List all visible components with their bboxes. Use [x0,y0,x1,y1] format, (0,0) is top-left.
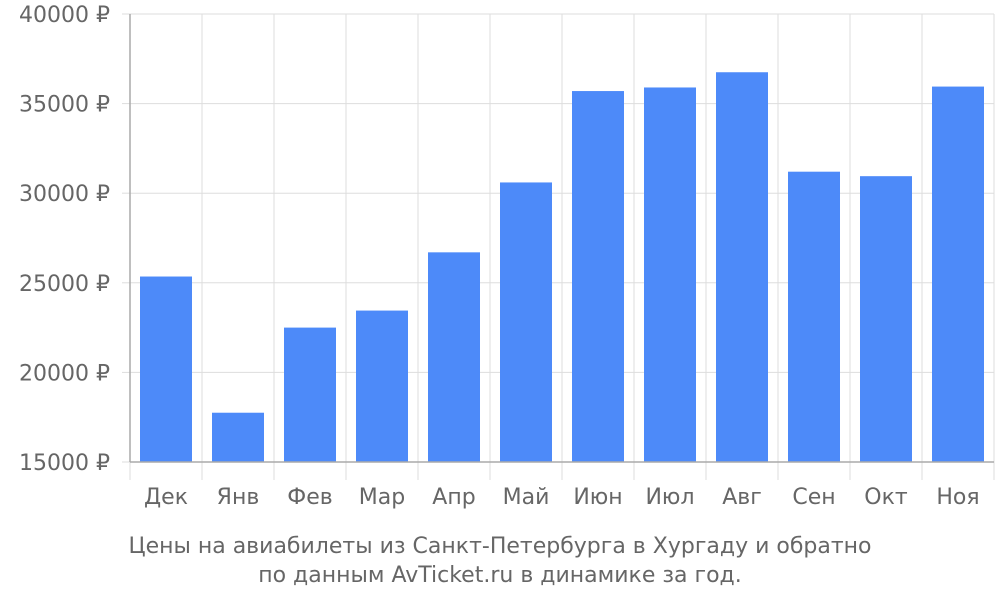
chart-caption-line-2: по данным AvTicket.ru в динамике за год. [258,563,742,588]
bar-Мар [356,310,408,462]
y-tick-label: 30000 ₽ [19,182,110,207]
x-tick-label: Янв [217,485,260,510]
bar-Апр [428,252,480,462]
bar-Май [500,182,552,462]
bar-Янв [212,412,264,462]
bar-Сен [788,171,840,463]
x-tick-label: Июл [645,485,694,510]
x-tick-label: Фев [287,485,332,510]
bar-chart: 15000 ₽ 20000 ₽ 25000 ₽ 30000 ₽ 35000 ₽ 40000… [19,3,995,510]
x-tick-label: Ноя [936,485,979,510]
axes [129,14,994,463]
bars [140,72,984,463]
bar-Ноя [932,86,984,463]
y-tick-label: 20000 ₽ [19,361,110,386]
x-tick-label: Июн [573,485,622,510]
y-tick-label: 35000 ₽ [19,93,110,118]
bar-Дек [140,276,192,462]
y-tick-label: 15000 ₽ [19,451,110,476]
x-tick-label: Сен [792,485,835,510]
bar-Фев [284,327,336,462]
bar-Авг [716,72,768,463]
chart-caption-line-1: Цены на авиабилеты из Санкт-Петербурга в… [128,534,872,559]
x-tick-label: Авг [722,485,762,510]
x-tick-label: Май [503,485,550,510]
bar-Июл [644,87,696,463]
y-tick-label: 40000 ₽ [19,3,110,28]
y-tick-labels: 15000 ₽ 20000 ₽ 25000 ₽ 30000 ₽ 35000 ₽ 40000… [19,3,110,476]
bar-Июн [572,91,624,462]
x-tick-label: Мар [359,485,405,510]
bar-Окт [860,176,912,462]
x-tick-labels: Дек Янв Фев Мар Апр Май Июн Июл Авг Сен Окт Ноя [144,485,980,510]
y-tick-label: 25000 ₽ [19,272,110,297]
x-tick-label: Окт [864,485,908,510]
x-tick-label: Дек [144,485,188,510]
x-tick-label: Апр [432,485,475,510]
